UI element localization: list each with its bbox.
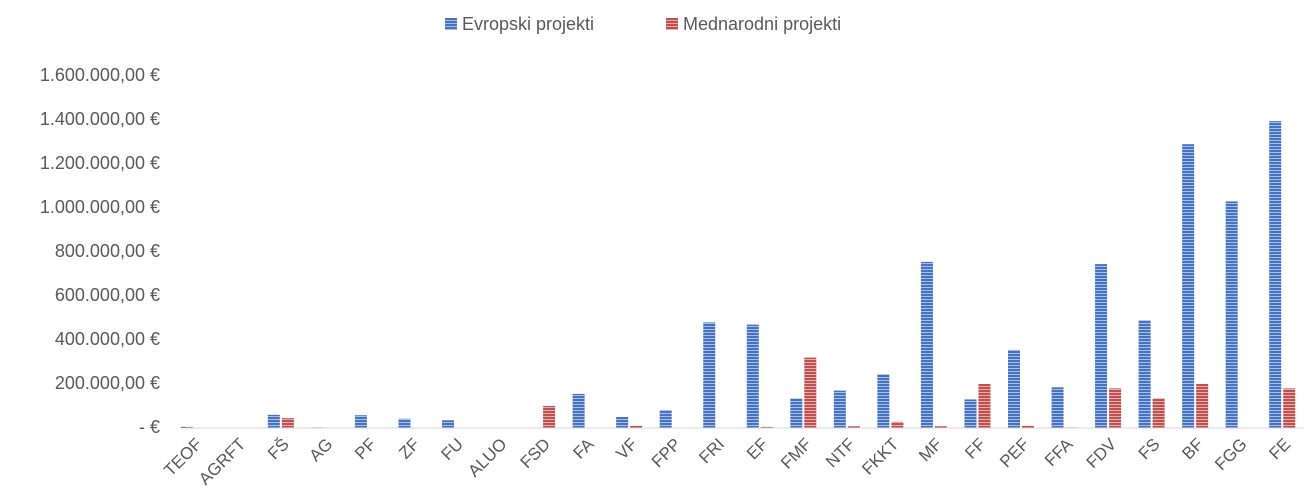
y-tick-label: 1.000.000,00 €: [40, 197, 160, 217]
x-tick-label: FGG: [1211, 435, 1250, 474]
bar: [1022, 425, 1034, 428]
x-tick-label: FRI: [695, 435, 728, 468]
legend-swatch: [666, 18, 678, 30]
x-tick-label: AGRFT: [195, 435, 249, 489]
bar: [543, 406, 556, 428]
x-tick-label: FE: [1265, 435, 1294, 464]
bar: [630, 425, 643, 428]
bar: [1138, 320, 1151, 428]
x-tick-label: AG: [306, 435, 337, 466]
bar: [1095, 264, 1108, 428]
bar: [760, 426, 773, 428]
bar: [1152, 398, 1165, 428]
bar: [934, 426, 947, 428]
x-tick-label: FŠ: [264, 435, 293, 464]
y-tick-label: 800.000,00 €: [55, 241, 160, 261]
x-tick-label: ALUO: [464, 435, 510, 481]
bar: [1225, 201, 1238, 428]
x-tick-label: BF: [1178, 435, 1207, 464]
bar: [920, 261, 933, 428]
bar: [442, 420, 454, 428]
x-tick-label: FDV: [1083, 434, 1121, 472]
bar: [746, 324, 759, 428]
bar: [354, 415, 367, 428]
bar: [833, 390, 846, 428]
bar: [1051, 387, 1064, 428]
bar: [398, 418, 411, 428]
x-tick-label: FKKT: [858, 435, 902, 479]
bar: [847, 426, 860, 428]
bar: [616, 417, 629, 428]
x-tick-label: FSD: [517, 435, 554, 472]
x-tick-label: ZF: [395, 435, 423, 463]
legend-swatch: [445, 18, 457, 30]
bar: [572, 393, 585, 428]
bar: [1283, 388, 1296, 428]
bar: [703, 322, 716, 428]
bar: [891, 421, 904, 428]
bar: [964, 399, 977, 428]
x-tick-label: FF: [961, 435, 989, 463]
x-tick-label: PEF: [996, 435, 1033, 472]
bar: [267, 414, 280, 428]
y-tick-label: 1.600.000,00 €: [40, 65, 160, 85]
x-tick-label: FU: [438, 435, 467, 464]
bar: [1182, 144, 1195, 428]
bar: [1008, 349, 1020, 428]
x-tick-label: FPP: [648, 435, 685, 472]
bar: [790, 398, 803, 428]
bar: [877, 374, 890, 428]
y-tick-label: - €: [139, 417, 160, 437]
bar: [1109, 388, 1122, 428]
x-tick-label: FA: [569, 434, 598, 463]
y-tick-label: 200.000,00 €: [55, 373, 160, 393]
bar: [1269, 121, 1282, 428]
x-tick-label: PF: [351, 435, 380, 464]
x-tick-label: EF: [743, 435, 772, 464]
bar: [180, 426, 193, 428]
x-tick-label: FS: [1135, 435, 1164, 464]
x-tick-label: MF: [915, 435, 946, 466]
bar: [978, 384, 991, 428]
x-tick-label: FFA: [1041, 434, 1077, 470]
bar: [281, 418, 294, 428]
x-tick-label: VF: [612, 435, 641, 464]
bar: [804, 357, 817, 428]
bar: [659, 409, 672, 428]
y-tick-label: 400.000,00 €: [55, 329, 160, 349]
y-tick-label: 1.400.000,00 €: [40, 109, 160, 129]
x-tick-label: NTF: [822, 435, 859, 472]
legend-label: Evropski projekti: [462, 14, 594, 34]
legend-label: Mednarodni projekti: [683, 14, 841, 34]
y-tick-label: 600.000,00 €: [55, 285, 160, 305]
bar: [1196, 384, 1209, 428]
y-tick-label: 1.200.000,00 €: [40, 153, 160, 173]
x-tick-label: FMF: [777, 435, 815, 473]
